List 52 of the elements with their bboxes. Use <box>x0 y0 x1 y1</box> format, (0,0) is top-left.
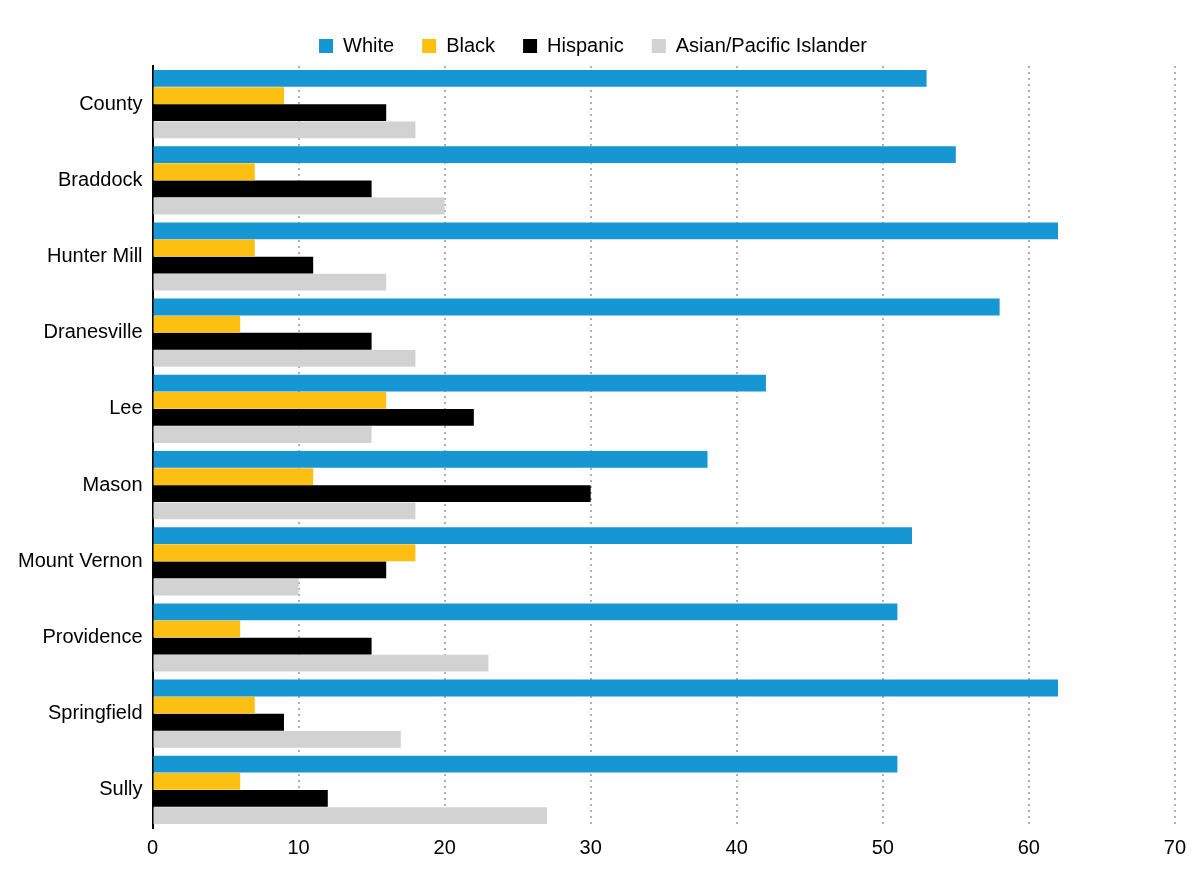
legend-label: White <box>343 33 395 56</box>
bar <box>153 755 898 773</box>
bar <box>153 163 255 181</box>
legend-label: Hispanic <box>547 33 624 56</box>
bar <box>153 146 956 163</box>
bar <box>153 121 416 139</box>
bar <box>153 197 445 215</box>
bar <box>153 468 314 485</box>
x-tick-label: 20 <box>433 835 456 858</box>
bar <box>153 315 241 333</box>
bar <box>153 696 255 714</box>
x-tick-label: 70 <box>1163 835 1186 858</box>
bar <box>153 426 372 444</box>
y-tick-label: Lee <box>109 396 143 419</box>
bar <box>153 772 241 790</box>
y-tick-label: Dranesville <box>43 320 143 343</box>
bar <box>153 603 898 621</box>
legend-label: Black <box>446 33 497 56</box>
x-tick-label: 40 <box>725 835 748 858</box>
bar <box>153 502 416 520</box>
bar <box>153 731 401 748</box>
bar <box>153 527 912 544</box>
bar <box>153 620 241 638</box>
bar <box>153 679 1059 697</box>
y-tick-label: Sully <box>99 777 143 800</box>
bar <box>153 374 766 392</box>
x-tick-label: 10 <box>287 835 310 858</box>
bar <box>153 807 547 825</box>
bar <box>153 298 1000 316</box>
bar <box>153 87 284 104</box>
bar <box>153 222 1059 240</box>
y-tick-label: Hunter Mill <box>46 244 143 267</box>
legend-label: Asian/Pacific Islander <box>675 33 868 56</box>
bar <box>153 350 416 367</box>
bar <box>153 450 708 468</box>
y-tick-label: County <box>79 91 143 114</box>
bar <box>153 69 927 87</box>
bar <box>153 578 299 596</box>
x-tick-label: 60 <box>1017 835 1040 858</box>
x-tick-label: 0 <box>146 835 159 858</box>
y-tick-label: Braddock <box>58 167 144 190</box>
bar <box>153 544 416 562</box>
bar <box>153 273 387 291</box>
bar <box>153 239 255 257</box>
bar <box>153 654 489 672</box>
x-tick-label: 30 <box>579 835 602 858</box>
y-tick-label: Mount Vernon <box>18 548 143 571</box>
y-tick-label: Providence <box>42 625 143 648</box>
bar <box>153 391 387 409</box>
x-tick-label: 50 <box>871 835 894 858</box>
y-tick-label: Springfield <box>48 701 143 724</box>
y-tick-label: Mason <box>82 472 143 495</box>
